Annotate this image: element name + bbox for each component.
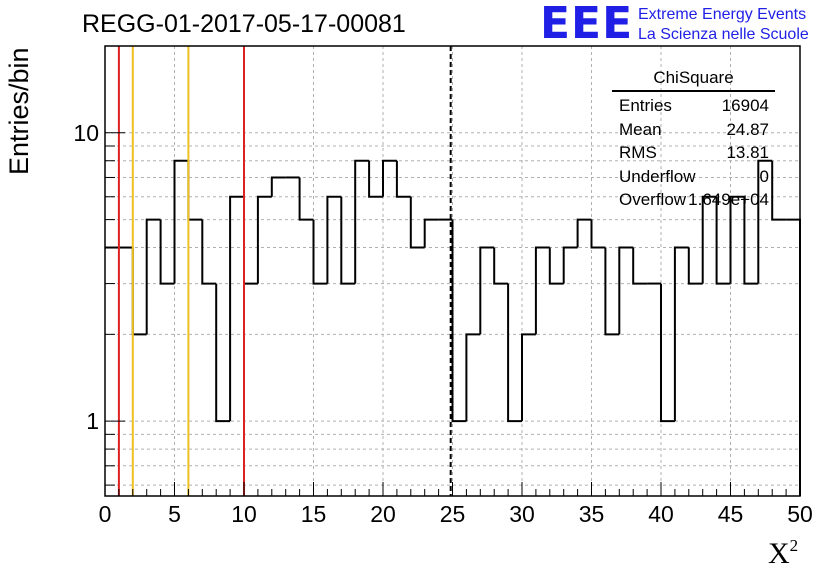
histogram-bin <box>270 176 286 197</box>
histogram-bin <box>576 218 592 248</box>
histogram-bin <box>145 218 161 335</box>
axis-ticks <box>104 45 801 496</box>
x-tick-label: 0 <box>99 501 112 527</box>
x-tick-label: 45 <box>718 501 744 527</box>
histogram-bin <box>159 219 175 285</box>
histogram-bin <box>660 283 675 423</box>
y-axis-label: Entries/bin <box>4 47 34 175</box>
logo-line1: Extreme Energy Events <box>638 6 807 23</box>
histogram-bin <box>687 247 703 285</box>
stats-box: ChiSquare Entries 16904 Mean 24.87 RMS 13.8… <box>612 66 775 212</box>
stats-label: Mean <box>619 119 662 139</box>
histogram-bin <box>229 195 244 422</box>
histogram-bin <box>715 196 731 285</box>
histogram-bin <box>201 219 217 285</box>
histogram-bin <box>465 333 481 422</box>
stats-row: Mean 24.87 <box>612 118 775 142</box>
stats-row: Underflow 0 <box>612 165 775 189</box>
x-tick-label: 5 <box>168 501 181 527</box>
x-tick-label: 20 <box>370 501 396 527</box>
histogram-bin <box>534 246 550 335</box>
histogram-bin <box>409 196 425 249</box>
histogram-bin <box>757 159 773 284</box>
histogram-bin <box>632 247 648 285</box>
x-tick-label: 30 <box>509 501 535 527</box>
stats-value: 13.81 <box>726 143 769 162</box>
histogram-bin <box>507 283 522 423</box>
histogram-bin <box>423 218 439 248</box>
chart-title: REGG-01-2017-05-17-00081 <box>82 10 406 38</box>
histogram-bin <box>673 246 689 422</box>
stats-value: 16904 <box>721 96 769 115</box>
histogram-bin <box>786 218 801 496</box>
x-axis-label: X2 <box>768 536 799 570</box>
histogram-bin <box>604 247 620 336</box>
histogram-bin <box>256 195 272 284</box>
histogram-bin <box>340 196 356 285</box>
stats-label: Overflow <box>619 190 687 209</box>
stats-label: RMS <box>619 143 657 162</box>
stats-value: 0 <box>759 166 769 186</box>
stats-label: Entries <box>619 96 672 115</box>
histogram-bin <box>493 247 509 285</box>
histogram-bin <box>479 246 495 335</box>
histogram-bin <box>729 195 745 284</box>
histogram-bin <box>187 160 203 221</box>
histogram-bin <box>173 159 189 284</box>
stats-row: Overflow 1.649e+04 <box>612 188 775 212</box>
histogram-bin <box>354 159 370 284</box>
stats-label: Underflow <box>619 166 696 186</box>
histogram-bin <box>312 219 328 285</box>
stats-value: 24.87 <box>726 119 769 139</box>
histogram-bin <box>548 247 564 285</box>
histogram-bin <box>131 247 147 336</box>
logo-line2: La Scienza nelle Scuole <box>638 26 809 43</box>
y-tick-label: 1 <box>86 408 99 434</box>
tick-labels: 0 5 10 15 20 25 30 35 40 45 50 1 10 <box>73 120 812 527</box>
x-tick-label: 15 <box>301 501 327 527</box>
histogram-bin <box>326 195 342 284</box>
y-tick-label: 10 <box>73 120 99 146</box>
histogram-bin <box>590 219 606 249</box>
x-tick-label: 35 <box>579 501 605 527</box>
stats-row: Entries 16904 <box>612 94 775 118</box>
histogram-bin <box>395 160 411 198</box>
histogram-bin <box>743 196 759 285</box>
stats-title: ChiSquare <box>612 66 775 92</box>
x-tick-label: 10 <box>231 501 257 527</box>
histogram-bin <box>368 160 383 198</box>
histogram-bin <box>701 195 717 284</box>
histogram-bin <box>618 246 634 335</box>
histogram-bin <box>521 333 536 422</box>
x-tick-label: 50 <box>787 501 813 527</box>
histogram-bin <box>298 177 314 221</box>
x-tick-label: 25 <box>440 501 466 527</box>
histogram-bin <box>382 159 397 197</box>
logo-mark: EEE <box>540 0 634 49</box>
x-tick-label: 40 <box>648 501 674 527</box>
histogram-bin <box>243 196 258 285</box>
histogram-bin <box>215 283 231 423</box>
histogram-bin <box>771 160 787 221</box>
histogram-bin <box>562 246 578 284</box>
stats-row: RMS 13.81 <box>612 141 775 165</box>
histogram-bin <box>451 219 467 423</box>
stats-value: 1.649e+04 <box>688 190 769 209</box>
reference-lines <box>117 46 452 496</box>
